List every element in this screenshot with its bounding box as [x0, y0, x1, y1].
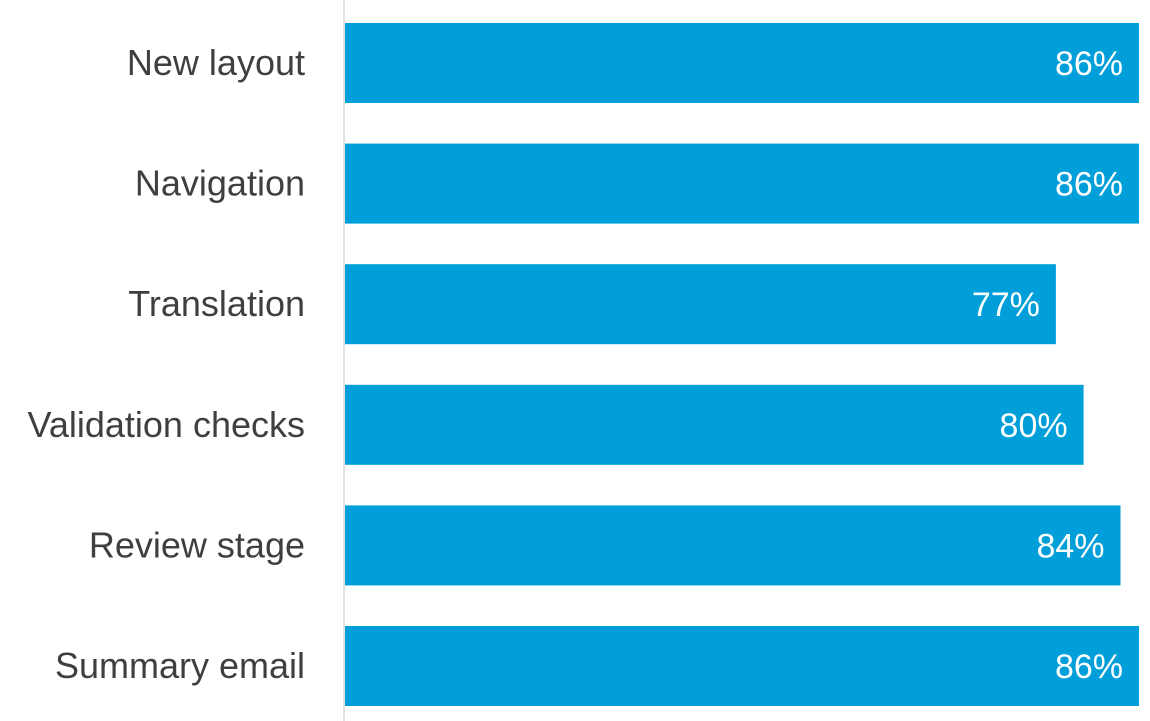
- bar-0: [345, 23, 1139, 103]
- value-label-2: 77%: [972, 286, 1040, 324]
- value-label-3: 80%: [1000, 407, 1068, 445]
- category-label-1: Navigation: [135, 163, 305, 204]
- bar-3: [345, 384, 1084, 465]
- bar-5: [345, 626, 1139, 706]
- bar-2: [345, 264, 1056, 345]
- category-label-2: Translation: [128, 283, 305, 324]
- category-label-4: Review stage: [89, 524, 305, 565]
- bar-4: [345, 505, 1121, 586]
- category-labels-group: New layout Navigation Translation Validatio…: [28, 42, 306, 686]
- value-label-4: 84%: [1036, 527, 1104, 565]
- bars-group: [345, 23, 1139, 706]
- value-label-5: 86%: [1055, 648, 1123, 686]
- category-label-5: Summary email: [55, 645, 305, 686]
- value-label-0: 86%: [1055, 45, 1123, 83]
- category-label-0: New layout: [127, 42, 305, 83]
- value-label-1: 86%: [1055, 166, 1123, 204]
- category-label-3: Validation checks: [28, 404, 306, 445]
- value-labels-group: 86% 86% 77% 80% 84% 86%: [972, 45, 1123, 686]
- bar-1: [345, 143, 1139, 224]
